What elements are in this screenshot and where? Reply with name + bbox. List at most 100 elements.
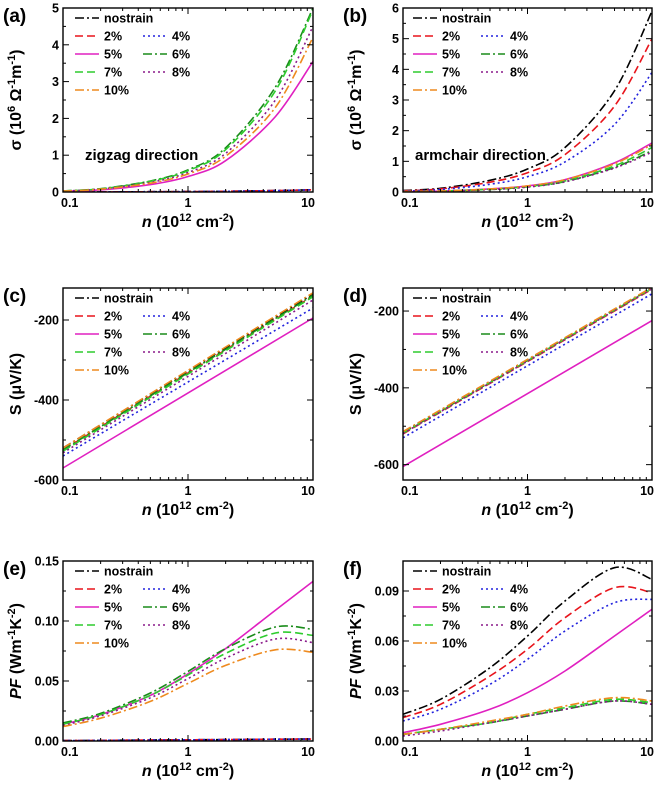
x-axis-title-part: ) xyxy=(229,502,234,519)
legend-entry: nostrain xyxy=(442,292,491,306)
y-tick-label: 0.15 xyxy=(35,555,59,569)
x-tick-label: 10 xyxy=(301,196,315,210)
x-axis-title-part: cm xyxy=(531,763,559,780)
x-axis-title-part: 12 xyxy=(179,761,191,773)
y-axis-title-part: Ω xyxy=(348,88,365,105)
y-axis-title-part: m xyxy=(348,65,365,79)
y-axis-title-part: (Wm xyxy=(348,639,365,678)
series-line-8pct xyxy=(403,700,652,737)
legend-entry: 8% xyxy=(510,66,528,80)
x-axis-title: n (1012 cm-2) xyxy=(481,500,573,519)
legend-entry: 4% xyxy=(510,583,528,597)
y-tick-label: 0.00 xyxy=(35,735,59,749)
panel-label: (f) xyxy=(343,559,362,580)
legend-entry: 2% xyxy=(442,583,460,597)
legend-entry: 4% xyxy=(510,30,528,44)
y-tick-label: 1 xyxy=(392,155,399,169)
x-axis-title: n (1012 cm-2) xyxy=(481,212,573,231)
plot-area xyxy=(403,288,652,468)
series-line-5pct xyxy=(63,317,313,469)
y-axis-title-part: σ (10 xyxy=(348,112,365,151)
series-line-2pct xyxy=(403,585,652,719)
legend-entry: 7% xyxy=(442,66,460,80)
series-line-10pct xyxy=(63,648,313,728)
y-tick-label: 0.06 xyxy=(375,635,399,649)
y-tick-label: 0.09 xyxy=(375,585,399,599)
y-axis-title-part: V/K) xyxy=(8,353,25,385)
y-axis-title-part: m xyxy=(8,65,25,79)
y-axis-title: S (μV/K) xyxy=(8,353,25,415)
panel-e: 0.1 1 100.000.050.100.15(e)n (1012 cm-2)PF… xyxy=(3,555,315,781)
x-tick-label: 0.1 xyxy=(401,484,418,498)
y-axis-title: σ (106 Ω-1m-1) xyxy=(6,49,25,150)
x-tick-label: 0.1 xyxy=(401,745,418,759)
legend-entry: 5% xyxy=(104,48,122,62)
legend-entry: 6% xyxy=(172,48,190,62)
y-tick-label: 1 xyxy=(52,149,59,163)
x-axis-title-part: ) xyxy=(568,214,573,231)
series-line-8pct xyxy=(63,299,313,454)
legend-entry: 7% xyxy=(104,619,122,633)
legend-entry: 10% xyxy=(442,84,467,98)
y-axis-title-part: Ω xyxy=(8,88,25,105)
y-tick-label: -600 xyxy=(34,474,59,488)
x-axis-title-part: ) xyxy=(568,763,573,780)
x-axis-title-part: n xyxy=(481,214,491,231)
y-axis-title-part: σ (10 xyxy=(8,112,25,151)
x-axis-title: n (1012 cm-2) xyxy=(142,212,234,231)
y-axis-title: S (μV/K) xyxy=(348,353,365,415)
y-axis-title-part: -1 xyxy=(346,630,358,640)
y-axis-title-part: -1 xyxy=(6,630,18,640)
series-line-nostrain xyxy=(63,293,313,449)
legend-entry: 10% xyxy=(442,364,467,378)
y-axis-title-part: -1 xyxy=(6,55,18,65)
legend: nostrain 2% 4% 5% 6% 7% 8% 10% xyxy=(75,12,190,98)
series-line-5pct xyxy=(63,60,313,192)
legend-entry: 8% xyxy=(172,66,190,80)
legend-entry: 6% xyxy=(172,328,190,342)
y-tick-label: 0.10 xyxy=(35,615,59,629)
series-line-10pct xyxy=(63,292,313,449)
series-line-4pct xyxy=(403,598,652,722)
x-axis-title-part: (10 xyxy=(491,214,519,231)
legend-entry: 2% xyxy=(442,310,460,324)
x-axis-title-part: 12 xyxy=(519,500,531,512)
y-axis-title-part: μ xyxy=(8,385,25,395)
y-axis-title-part: S ( xyxy=(8,394,25,415)
y-tick-label: 3 xyxy=(52,75,59,89)
x-axis-title-part: (10 xyxy=(491,502,519,519)
y-axis-title: PF (Wm-1K-2) xyxy=(6,603,25,699)
series-line-7pct xyxy=(63,631,313,725)
legend-entry: 6% xyxy=(510,328,528,342)
panel-d: 0.1 1 10 -200 -400 -600 (d) n (1012 cm-2) S (μV/… xyxy=(343,286,654,519)
y-axis-title-part: S ( xyxy=(348,394,365,415)
legend-entry: 5% xyxy=(104,601,122,615)
legend-entry: 7% xyxy=(104,346,122,360)
legend: nostrain 2% 4% 5% 6% 7% 8% 10% xyxy=(75,292,190,378)
y-axis-title-part: (Wm xyxy=(8,639,25,678)
y-axis-title-part: ) xyxy=(348,49,365,54)
y-tick-label: 2 xyxy=(52,112,59,126)
y-tick-label: 0.05 xyxy=(35,675,59,689)
y-tick-label: 0.03 xyxy=(375,685,399,699)
x-axis-title-part: ) xyxy=(229,214,234,231)
x-tick-label: 0.1 xyxy=(61,484,78,498)
series-line-4pct xyxy=(403,71,652,192)
x-axis-title-part: -2 xyxy=(219,761,229,773)
legend-entry: 8% xyxy=(172,619,190,633)
legend-entry: nostrain xyxy=(104,12,153,26)
y-tick-label: 6 xyxy=(392,2,399,16)
panel-label: (e) xyxy=(3,559,26,580)
legend-entry: 2% xyxy=(104,583,122,597)
panel-label: (c) xyxy=(3,286,26,307)
x-axis-title: n (1012 cm-2) xyxy=(142,500,234,519)
panel-c: 0.1 1 10 -200 -400 -600 (c) n (1012 cm-2) S (μV/… xyxy=(3,286,315,519)
legend-entry: 6% xyxy=(510,48,528,62)
legend-entry: 10% xyxy=(104,84,129,98)
x-axis-title-part: cm xyxy=(191,214,219,231)
legend: nostrain 2% 4% 5% 6% 7% 8% 10% xyxy=(75,565,190,651)
series-line-7pct xyxy=(63,296,313,452)
panel-label: (a) xyxy=(3,6,26,27)
